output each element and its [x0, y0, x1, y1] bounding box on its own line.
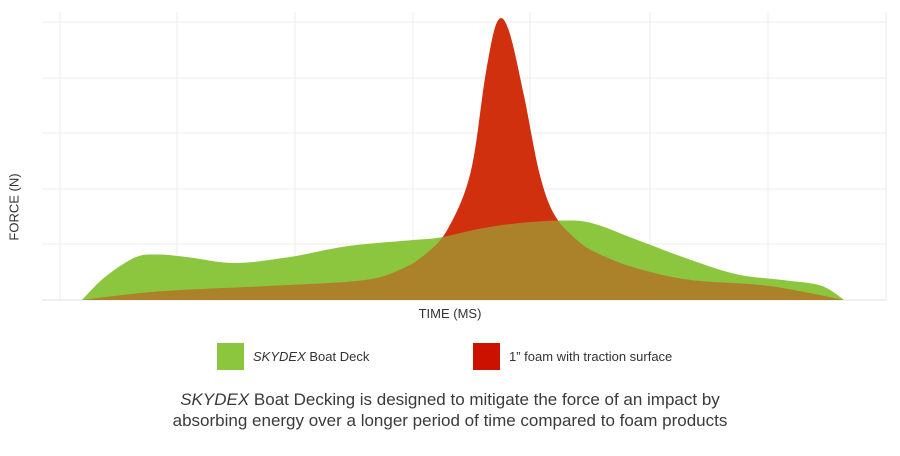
chart-areas — [82, 17, 844, 301]
legend-label-rest: Boat Deck — [305, 348, 370, 364]
caption-brand: SKYDEX — [180, 390, 250, 409]
legend-item-skydex: SKYDEX Boat Deck — [217, 342, 369, 370]
legend-label-foam: 1” foam with traction surface — [509, 348, 673, 364]
legend-item-foam: 1” foam with traction surface — [473, 342, 672, 370]
chart-caption: SKYDEX Boat Decking is designed to mitig… — [0, 389, 900, 431]
legend-brand: SKYDEX — [253, 348, 306, 364]
series-area-skydex-overlay — [82, 220, 844, 300]
force-time-chart — [42, 12, 887, 301]
legend-swatch-skydex — [217, 342, 244, 370]
y-axis-label: FORCE (N) — [6, 173, 22, 241]
caption-line-1-rest: Boat Decking is designed to mitigate the… — [249, 390, 720, 409]
x-axis-label: TIME (MS) — [418, 306, 482, 321]
legend-swatch-foam — [473, 342, 500, 370]
legend-label-skydex: SKYDEX Boat Deck — [253, 349, 369, 364]
caption-line-1: SKYDEX Boat Decking is designed to mitig… — [0, 389, 900, 410]
caption-line-2: absorbing energy over a longer period of… — [172, 411, 728, 430]
